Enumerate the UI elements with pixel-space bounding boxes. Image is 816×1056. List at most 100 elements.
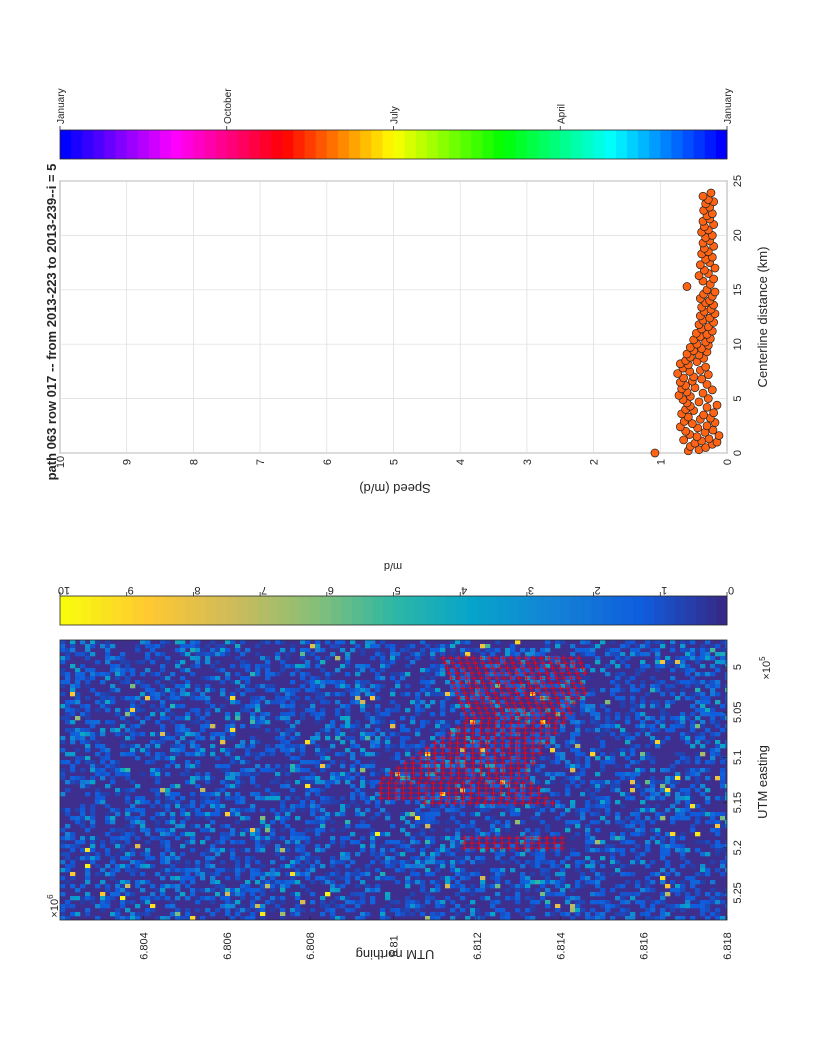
velocity-map-cell	[700, 672, 706, 677]
velocity-map-cell	[270, 888, 276, 893]
velocity-map-cell	[405, 912, 411, 917]
velocity-map-cell	[285, 856, 291, 861]
velocity-map-cell	[455, 868, 461, 873]
velocity-map-cell	[145, 896, 151, 901]
velocity-map-cell	[175, 868, 181, 873]
velocity-map-cell	[325, 700, 331, 705]
velocity-map-cell	[105, 640, 111, 645]
velocity-map-cell	[515, 852, 521, 857]
velocity-map-cell	[270, 900, 276, 905]
velocity-colorbar-swatch	[205, 596, 217, 625]
velocity-map-cell	[420, 852, 426, 857]
velocity-map-cell	[630, 684, 636, 689]
velocity-map-cell	[70, 816, 76, 821]
velocity-map-cell	[345, 776, 351, 781]
velocity-map-cell	[680, 724, 686, 729]
velocity-map-cell	[495, 876, 501, 881]
velocity-map-cell	[440, 900, 446, 905]
velocity-map-cell	[445, 724, 451, 729]
velocity-map-cell	[335, 640, 341, 645]
velocity-map-cell	[450, 772, 456, 777]
velocity-map-cell	[210, 828, 216, 833]
velocity-map-cell	[405, 896, 411, 901]
velocity-map-cell	[255, 752, 261, 757]
velocity-map-cell	[635, 732, 641, 737]
velocity-map-cell	[385, 816, 391, 821]
centerline-marker	[425, 775, 432, 782]
velocity-map-cell	[695, 688, 701, 693]
centerline-marker	[471, 695, 478, 702]
velocity-map-cell	[120, 680, 126, 685]
velocity-map-cell	[650, 828, 656, 833]
centerline-marker	[515, 655, 522, 662]
velocity-map-cell	[410, 812, 416, 817]
velocity-map-cell	[215, 660, 221, 665]
velocity-map-cell	[250, 828, 256, 833]
velocity-map-cell	[160, 716, 166, 721]
velocity-map-cell	[440, 876, 446, 881]
velocity-map-cell	[250, 672, 256, 677]
velocity-map-cell	[435, 912, 441, 917]
velocity-map-cell	[330, 800, 336, 805]
velocity-map-cell	[680, 808, 686, 813]
velocity-map-cell	[335, 728, 341, 733]
velocity-map-cell	[680, 660, 686, 665]
velocity-map-cell	[390, 840, 396, 845]
velocity-map-cell	[65, 700, 71, 705]
velocity-map-cell	[350, 692, 356, 697]
velocity-map-cell	[295, 688, 301, 693]
velocity-map-cell	[390, 856, 396, 861]
velocity-map-cell	[360, 788, 366, 793]
velocity-map-cell	[275, 880, 281, 885]
velocity-map-cell	[345, 824, 351, 829]
velocity-map-cell	[545, 904, 551, 909]
velocity-map-cell	[225, 868, 231, 873]
centerline-marker	[477, 710, 484, 717]
velocity-map-cell	[265, 720, 271, 725]
velocity-map-cell	[590, 848, 596, 853]
velocity-map-cell	[215, 652, 221, 657]
velocity-map-cell	[415, 772, 421, 777]
velocity-map-cell	[445, 808, 451, 813]
velocity-map-cell	[115, 836, 121, 841]
velocity-map-cell	[320, 820, 326, 825]
velocity-map-cell	[265, 688, 271, 693]
velocity-map-cell	[460, 888, 466, 893]
velocity-map-cell	[460, 812, 466, 817]
velocity-map-cell	[105, 864, 111, 869]
velocity-map-cell	[675, 664, 681, 669]
velocity-map-cell	[485, 832, 491, 837]
centerline-marker	[497, 665, 504, 672]
centerline-marker	[380, 775, 387, 782]
velocity-map-cell	[575, 740, 581, 745]
velocity-map-cell	[620, 700, 626, 705]
velocity-map-cell	[560, 680, 566, 685]
velocity-map-cell	[340, 648, 346, 653]
velocity-map-cell	[220, 652, 226, 657]
velocity-map-cell	[680, 812, 686, 817]
velocity-map-cell	[570, 692, 576, 697]
speed-point	[694, 397, 704, 407]
velocity-colorbar-swatch	[570, 596, 582, 625]
velocity-map-cell	[430, 772, 436, 777]
velocity-map-cell	[265, 684, 271, 689]
velocity-map-cell	[500, 680, 506, 685]
velocity-map-cell	[610, 916, 616, 920]
velocity-map-cell	[95, 792, 101, 797]
velocity-map-cell	[345, 820, 351, 825]
velocity-map-cell	[115, 884, 121, 889]
velocity-map-cell	[550, 660, 556, 665]
velocity-map-cell	[630, 860, 636, 865]
velocity-map-cell	[715, 820, 721, 825]
velocity-map-cell	[645, 804, 651, 809]
velocity-map-cell	[315, 664, 321, 669]
velocity-map-cell	[295, 860, 301, 865]
velocity-map-cell	[710, 648, 716, 653]
velocity-colorbar-swatch	[91, 596, 103, 625]
velocity-map-cell	[160, 644, 166, 649]
velocity-map-cell	[235, 772, 241, 777]
velocity-map-cell	[85, 792, 91, 797]
velocity-map-cell	[395, 868, 401, 873]
velocity-map-cell	[510, 732, 516, 737]
velocity-map-cell	[655, 780, 661, 785]
